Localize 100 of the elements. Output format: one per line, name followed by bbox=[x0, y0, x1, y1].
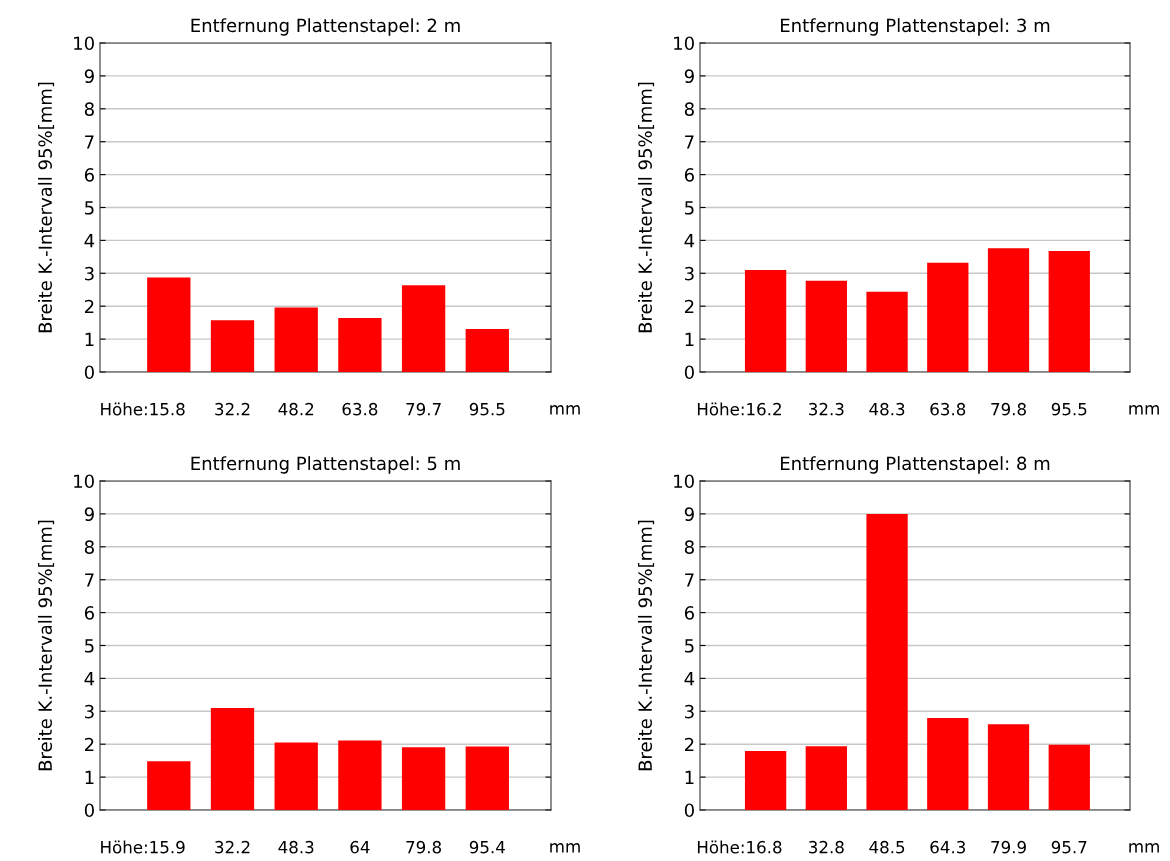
bar bbox=[1048, 744, 1090, 810]
y-tick-label: 8 bbox=[84, 102, 94, 116]
bar bbox=[1048, 250, 1090, 372]
y-tick-label: 3 bbox=[685, 266, 694, 281]
y-axis-title: Breite K.-Intervall 95%[mm] bbox=[38, 82, 55, 333]
y-tick-label: 4 bbox=[84, 672, 95, 686]
y-tick-label: 4 bbox=[84, 234, 95, 248]
x-tick-label: Höhe:16.2 bbox=[697, 402, 781, 416]
x-tick-label: 48.3 bbox=[869, 402, 905, 416]
y-axis-title: Breite K.-Intervall 95%[mm] bbox=[638, 82, 655, 333]
x-tick-label: 79.8 bbox=[991, 402, 1026, 416]
bar bbox=[465, 328, 509, 372]
bar bbox=[927, 262, 969, 372]
bar bbox=[210, 320, 255, 372]
x-tick-label: 63.8 bbox=[930, 402, 966, 416]
x-tick-label: 95.4 bbox=[469, 840, 505, 854]
x-tick-label: 32.3 bbox=[809, 402, 844, 416]
bar bbox=[987, 248, 1030, 372]
chart-title: Entfernung Plattenstapel: 3 m bbox=[781, 18, 1050, 36]
bar bbox=[987, 724, 1030, 810]
bar bbox=[465, 746, 509, 810]
x-tick-label: Höhe:16.8 bbox=[697, 840, 782, 854]
bar bbox=[147, 277, 191, 372]
x-tick-label: 48.2 bbox=[278, 402, 314, 416]
y-tick-label: 6 bbox=[684, 168, 694, 182]
y-tick-label: 2 bbox=[84, 737, 94, 752]
y-axis-title: Breite K.-Intervall 95%[mm] bbox=[638, 520, 655, 771]
bar bbox=[401, 747, 446, 810]
y-tick-label: 6 bbox=[684, 606, 694, 620]
x-tick-label: 95.7 bbox=[1051, 840, 1087, 854]
y-tick-label: 10 bbox=[74, 474, 94, 489]
y-tick-label: 5 bbox=[685, 201, 694, 215]
chart-title: Entfernung Plattenstapel: 5 m bbox=[191, 456, 460, 474]
y-tick-label: 3 bbox=[85, 704, 94, 719]
y-tick-label: 10 bbox=[674, 36, 694, 51]
y-tick-label: 2 bbox=[684, 299, 694, 314]
bar bbox=[744, 270, 787, 372]
x-tick-label: 95.5 bbox=[1051, 402, 1087, 416]
x-tick-label: 32.2 bbox=[215, 840, 250, 854]
x-tick-label: Höhe:15.8 bbox=[101, 402, 185, 416]
x-tick-label: 95.5 bbox=[469, 402, 505, 416]
x-axis-title: mm bbox=[550, 405, 580, 415]
bar bbox=[744, 751, 787, 810]
y-tick-label: 5 bbox=[685, 639, 694, 653]
bar bbox=[866, 291, 908, 372]
y-tick-label: 9 bbox=[684, 507, 694, 522]
y-tick-label: 1 bbox=[685, 770, 694, 784]
y-tick-label: 0 bbox=[84, 803, 94, 818]
y-tick-label: 7 bbox=[85, 573, 94, 587]
y-tick-label: 9 bbox=[684, 69, 694, 84]
chart-title: Entfernung Plattenstapel: 8 m bbox=[781, 456, 1050, 474]
x-tick-label: Höhe:15.9 bbox=[101, 840, 185, 854]
bar bbox=[805, 280, 847, 372]
bar bbox=[401, 285, 446, 372]
bar bbox=[210, 708, 255, 810]
y-tick-label: 8 bbox=[684, 540, 694, 554]
y-tick-label: 10 bbox=[674, 474, 694, 489]
y-tick-label: 6 bbox=[84, 606, 94, 620]
x-tick-label: 64.3 bbox=[930, 840, 966, 854]
x-tick-label: 79.8 bbox=[406, 840, 442, 854]
x-tick-label: 79.9 bbox=[991, 840, 1026, 854]
y-tick-label: 9 bbox=[84, 69, 94, 84]
x-tick-label: 48.5 bbox=[869, 840, 905, 854]
y-tick-label: 7 bbox=[685, 573, 694, 587]
y-tick-label: 7 bbox=[85, 135, 94, 149]
x-axis-title: mm bbox=[1129, 405, 1159, 415]
x-tick-label: 79.7 bbox=[406, 402, 441, 416]
bar bbox=[866, 513, 908, 810]
y-tick-label: 0 bbox=[84, 365, 94, 380]
y-axis-title: Breite K.-Intervall 95%[mm] bbox=[38, 520, 55, 771]
y-tick-label: 1 bbox=[85, 332, 94, 346]
x-tick-label: 32.2 bbox=[215, 402, 250, 416]
y-tick-label: 0 bbox=[684, 365, 694, 380]
chart-title: Entfernung Plattenstapel: 2 m bbox=[191, 18, 460, 36]
bar bbox=[338, 740, 382, 810]
x-tick-label: 48.3 bbox=[278, 840, 314, 854]
y-tick-label: 9 bbox=[84, 507, 94, 522]
y-tick-label: 8 bbox=[84, 540, 94, 554]
bar bbox=[927, 717, 969, 810]
x-axis-title: mm bbox=[550, 843, 580, 853]
y-tick-label: 10 bbox=[74, 36, 94, 51]
y-tick-label: 2 bbox=[684, 737, 694, 752]
x-tick-label: 64 bbox=[350, 840, 370, 854]
bar bbox=[274, 742, 318, 810]
x-tick-label: 63.8 bbox=[342, 402, 378, 416]
x-tick-label: 32.8 bbox=[809, 840, 844, 854]
bar bbox=[274, 307, 318, 372]
y-tick-label: 3 bbox=[685, 704, 694, 719]
y-tick-label: 0 bbox=[684, 803, 694, 818]
y-tick-label: 3 bbox=[85, 266, 94, 281]
x-axis-title: mm bbox=[1129, 843, 1159, 853]
y-tick-label: 5 bbox=[85, 639, 94, 653]
y-tick-label: 4 bbox=[684, 672, 695, 686]
y-tick-label: 5 bbox=[85, 201, 94, 215]
y-tick-label: 7 bbox=[685, 135, 694, 149]
y-tick-label: 8 bbox=[684, 102, 694, 116]
y-tick-label: 4 bbox=[684, 234, 695, 248]
bar bbox=[147, 761, 191, 810]
bar bbox=[805, 746, 847, 810]
y-tick-label: 2 bbox=[84, 299, 94, 314]
